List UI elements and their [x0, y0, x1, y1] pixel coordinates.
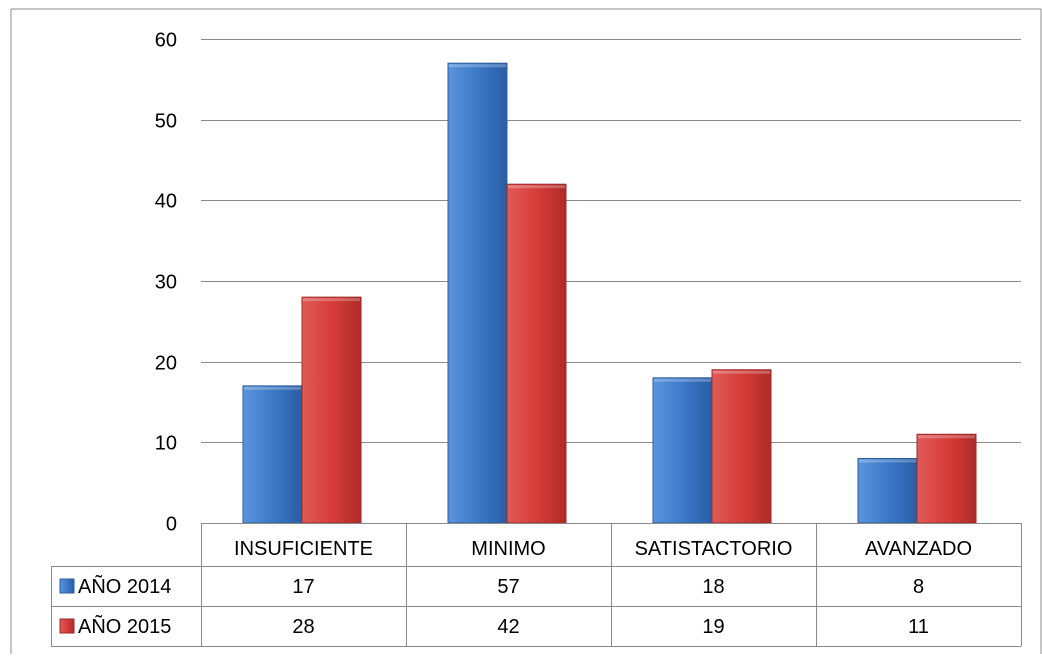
bar-bevel-satistactorio-series-1 [654, 378, 711, 382]
bar-satistactorio-series-2 [711, 369, 772, 524]
table-value-minimo-series-2: 42 [497, 616, 519, 638]
table-value-satistactorio-series-2: 19 [702, 616, 724, 638]
x-tick-label-satistactorio: SATISTACTORIO [635, 538, 793, 560]
table-value-insuficiente-series-1: 17 [292, 576, 314, 598]
legend-key-series-1 [59, 578, 75, 594]
table-value-insuficiente-series-2: 28 [292, 616, 314, 638]
bar-insuficiente-series-2 [301, 296, 362, 524]
y-tick-label-20: 20 [155, 353, 177, 375]
table-value-minimo-series-1: 57 [497, 576, 519, 598]
bars [242, 62, 977, 524]
legend-key-series-2 [59, 618, 75, 634]
y-tick-label-50: 50 [155, 111, 177, 133]
bar-bevel-satistactorio-series-2 [713, 370, 770, 374]
table-value-avanzado-series-2: 11 [908, 616, 929, 638]
bar-minimo-series-2 [506, 183, 567, 524]
y-tick-label-0: 0 [166, 514, 177, 536]
table-value-satistactorio-series-1: 18 [702, 576, 724, 598]
bar-minimo-series-1 [447, 62, 508, 524]
bar-satistactorio-series-1 [652, 377, 713, 524]
table-value-avanzado-series-1: 8 [913, 576, 924, 598]
bar-bevel-avanzado-series-2 [918, 435, 975, 439]
x-tick-label-minimo: MINIMO [471, 538, 545, 560]
x-tick-label-insuficiente: INSUFICIENTE [234, 538, 373, 560]
bar-bevel-minimo-series-2 [508, 185, 565, 189]
data-table: INSUFICIENTE MINIMO SATISTACTORIO AVANZADO A… [51, 523, 1022, 647]
y-tick-label-10: 10 [155, 433, 177, 455]
chart-border [10, 8, 1042, 654]
y-tick-label-60: 60 [155, 30, 177, 52]
y-axis-ticks: 0 10 20 30 40 50 60 [155, 30, 177, 536]
bar-bevel-avanzado-series-1 [859, 459, 916, 463]
bar-bevel-minimo-series-1 [449, 64, 506, 68]
y-tick-label-30: 30 [155, 272, 177, 294]
bar-avanzado-series-2 [916, 433, 977, 524]
bar-bevel-insuficiente-series-2 [303, 298, 360, 302]
bar-insuficiente-series-1 [242, 385, 303, 524]
legend-label-series-1: AÑO 2014 [78, 574, 171, 598]
bar-bevel-insuficiente-series-1 [244, 386, 301, 390]
bar-avanzado-series-1 [857, 457, 918, 524]
y-tick-label-40: 40 [155, 191, 177, 213]
x-tick-label-avanzado: AVANZADO [865, 538, 972, 560]
legend-label-series-2: AÑO 2015 [78, 614, 171, 638]
